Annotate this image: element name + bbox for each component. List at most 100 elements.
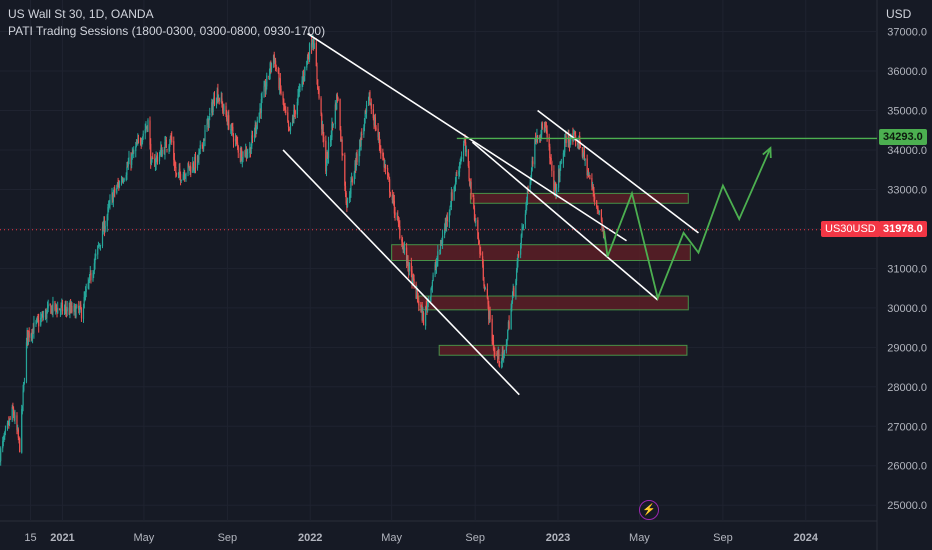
candle-body	[348, 196, 351, 199]
candle-body	[511, 301, 513, 308]
candle-body	[417, 297, 419, 303]
candle-body	[511, 294, 514, 302]
candle-body	[459, 162, 461, 164]
candle-body	[146, 125, 148, 131]
candle-body	[388, 176, 390, 180]
candle-body	[298, 90, 300, 94]
candle-body	[425, 305, 427, 307]
candle-body	[602, 227, 604, 230]
candle-body	[488, 304, 490, 320]
candle-body	[19, 438, 21, 453]
candle-body	[344, 185, 347, 194]
candle-body	[365, 104, 368, 113]
candle-body	[264, 83, 267, 92]
candle-body	[318, 88, 320, 98]
candle-body	[9, 418, 11, 420]
candle-body	[525, 203, 527, 213]
candle-body	[226, 120, 228, 126]
candle-body	[425, 306, 427, 326]
candle-body	[351, 178, 353, 183]
candle-body	[337, 98, 339, 100]
candle-body	[106, 215, 108, 227]
candle-body	[234, 138, 237, 142]
candle-body	[230, 129, 232, 131]
candle-body	[55, 304, 57, 309]
candle-body	[285, 109, 287, 113]
candle-body	[393, 195, 395, 201]
candle-body	[54, 301, 56, 310]
candle-body	[563, 152, 565, 154]
candle-body	[282, 93, 284, 100]
candle-body	[502, 350, 504, 360]
candle-body	[28, 330, 30, 338]
candle-body	[312, 39, 314, 43]
price-tick-label: 25000.0	[887, 500, 927, 512]
candle-body	[55, 305, 57, 309]
candle-body	[520, 234, 522, 244]
candle-body	[36, 318, 38, 319]
candle-body	[89, 271, 91, 274]
candle-body	[90, 273, 92, 280]
candle-body	[377, 128, 379, 138]
candle-body	[555, 187, 557, 197]
candle-body	[99, 245, 102, 246]
candle-body	[378, 136, 381, 145]
candle-body	[287, 112, 289, 122]
candle-body	[496, 353, 498, 355]
candle-body	[596, 200, 598, 208]
candle-body	[187, 163, 189, 174]
candle-body	[249, 147, 252, 155]
chart-title[interactable]: US Wall St 30, 1D, OANDA	[8, 7, 154, 21]
candle-body	[458, 171, 460, 175]
candle-body	[306, 56, 309, 63]
candle-body	[598, 210, 600, 213]
candle-body	[283, 105, 286, 108]
candle-body	[166, 148, 168, 150]
candle-body	[189, 165, 191, 170]
candle-body	[222, 109, 224, 111]
candle-body	[241, 159, 243, 162]
candle-body	[359, 139, 361, 152]
candle-body	[470, 182, 472, 195]
candle-body	[122, 180, 125, 182]
candle-body	[42, 315, 45, 319]
candle-body	[146, 126, 148, 128]
lightning-icon[interactable]: ⚡	[639, 500, 659, 520]
candle-body	[198, 149, 201, 153]
candle-body	[418, 303, 420, 306]
candle-body	[50, 306, 53, 313]
candle-body	[412, 274, 414, 279]
candle-body	[368, 92, 370, 98]
candle-body	[355, 153, 357, 168]
candle-body	[307, 56, 309, 59]
candle-body	[553, 170, 555, 192]
candle-body	[327, 142, 330, 158]
candle-body	[7, 421, 9, 424]
candle-body	[596, 207, 598, 209]
candle-body	[26, 330, 28, 343]
candle-body	[231, 123, 233, 128]
candle-body	[253, 133, 256, 138]
candle-body	[139, 140, 142, 143]
candle-body	[460, 156, 463, 160]
price-tick-label: 37000.0	[887, 27, 927, 39]
candle-body	[498, 362, 501, 364]
indicator-label[interactable]: PATI Trading Sessions (1800-0300, 0300-0…	[8, 24, 326, 38]
support-zone	[418, 295, 689, 311]
candle-body	[592, 186, 594, 192]
candle-body	[382, 152, 384, 157]
time-tick-label: 2023	[546, 532, 570, 544]
candle-body	[165, 140, 167, 142]
candle-body	[60, 305, 62, 310]
candle-body	[340, 140, 343, 142]
candle-body	[560, 162, 562, 164]
candle-body	[168, 146, 170, 150]
candle-body	[451, 192, 453, 201]
candle-body	[334, 104, 336, 125]
candle-body	[415, 284, 417, 299]
price-tick-label: 28000.0	[887, 382, 927, 394]
candle-body	[465, 149, 467, 152]
candle-body	[242, 151, 244, 160]
